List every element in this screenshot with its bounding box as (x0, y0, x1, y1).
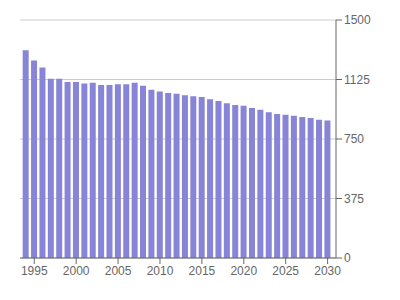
svg-text:1125: 1125 (344, 73, 370, 87)
svg-text:2030: 2030 (314, 264, 341, 278)
svg-text:1995: 1995 (21, 264, 48, 278)
svg-text:2025: 2025 (272, 264, 299, 278)
svg-text:1500: 1500 (344, 13, 371, 27)
svg-text:375: 375 (344, 192, 364, 206)
svg-text:2010: 2010 (147, 264, 174, 278)
svg-text:2015: 2015 (189, 264, 216, 278)
svg-text:2000: 2000 (63, 264, 90, 278)
svg-text:750: 750 (344, 132, 364, 146)
svg-text:2005: 2005 (105, 264, 132, 278)
svg-text:2020: 2020 (230, 264, 257, 278)
svg-text:0: 0 (344, 251, 351, 265)
